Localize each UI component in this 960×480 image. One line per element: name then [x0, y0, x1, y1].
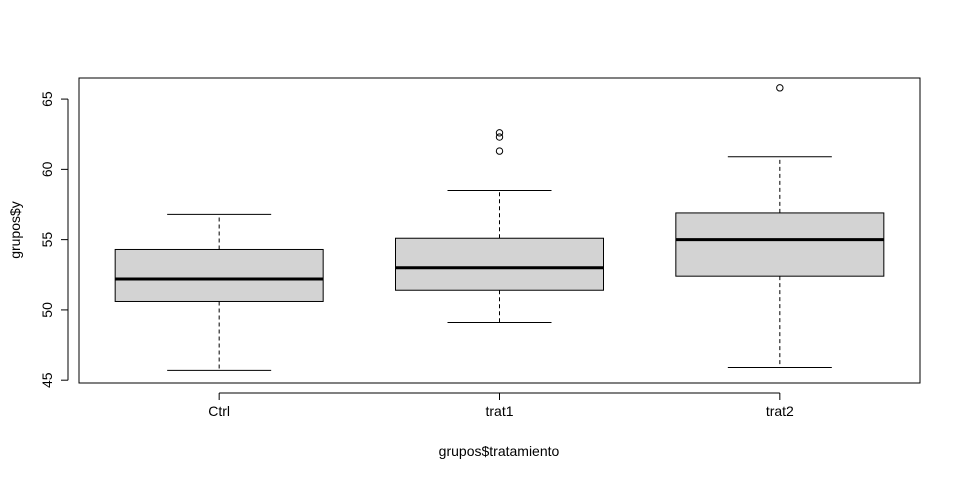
iqr-box [675, 212, 885, 277]
x-tick-label: trat1 [485, 403, 513, 419]
y-tick-label: 45 [39, 372, 55, 388]
x-axis-title: grupos$tratamiento [439, 443, 560, 459]
box-series [114, 84, 885, 371]
box-Ctrl [114, 213, 324, 371]
y-tick-label: 65 [39, 91, 55, 107]
x-tick-label: Ctrl [208, 403, 230, 419]
outlier-point [776, 84, 784, 92]
box-trat2 [675, 84, 885, 369]
x-tick-label: trat2 [766, 403, 794, 419]
y-tick-label: 60 [39, 161, 55, 177]
iqr-box [114, 248, 324, 302]
outlier-point [495, 133, 504, 141]
y-tick-label: 55 [39, 232, 55, 248]
outlier-point [495, 129, 504, 137]
y-axis-title: grupos$y [7, 201, 23, 259]
y-tick-label: 50 [39, 302, 55, 318]
iqr-box [395, 237, 604, 291]
plot-frame [78, 77, 921, 384]
y-axis: 45 50 55 60 65 [39, 91, 69, 388]
box-trat1 [395, 129, 604, 324]
outlier-point [495, 147, 504, 155]
x-axis: Ctrl trat1 trat2 [208, 392, 794, 419]
